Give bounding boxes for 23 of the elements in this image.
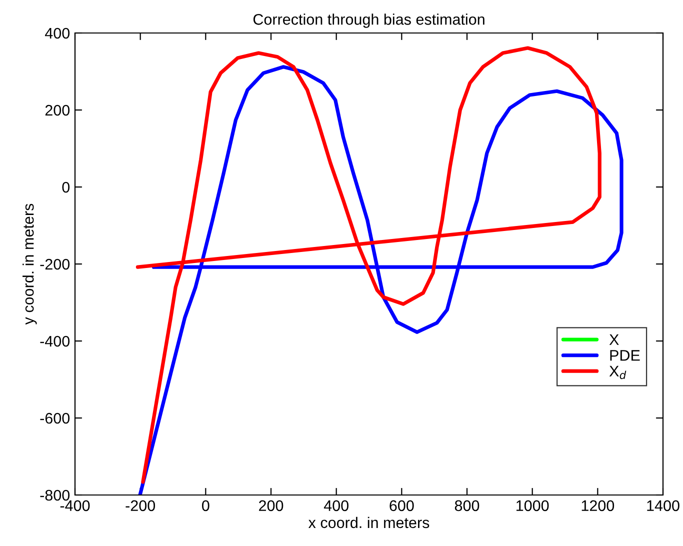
x-tick-label: -400 [60,500,90,512]
x-tick-label: 1400 [647,500,680,512]
y-tick-label: -600 [40,412,70,424]
y-tick-label: -400 [40,336,70,347]
legend-label: X [609,334,619,345]
y-tick-label: -200 [40,258,70,270]
y-tick-label: 400 [45,28,70,39]
legend-label: PDE [610,350,640,361]
x-tick-label: 600 [390,500,414,512]
chart-title: Correction through bias estimation [253,14,484,28]
x-axis-title: x coord. in meters [308,516,430,528]
x-tick-label: 0 [202,500,210,512]
y-tick-label: -800 [40,490,70,501]
y-tick-label: 0 [62,182,70,193]
x-tick-label: -200 [126,500,156,512]
x-tick-label: 200 [259,500,284,512]
x-tick-label: 1200 [582,500,614,512]
y-axis-title: y coord. in meters [22,204,37,325]
legend-label: X$_{d}$ [609,366,626,380]
x-tick-label: 800 [454,500,480,512]
y-tick-label: 200 [45,104,70,116]
x-tick-label: 1000 [516,500,549,512]
x-tick-label: 400 [324,500,348,512]
